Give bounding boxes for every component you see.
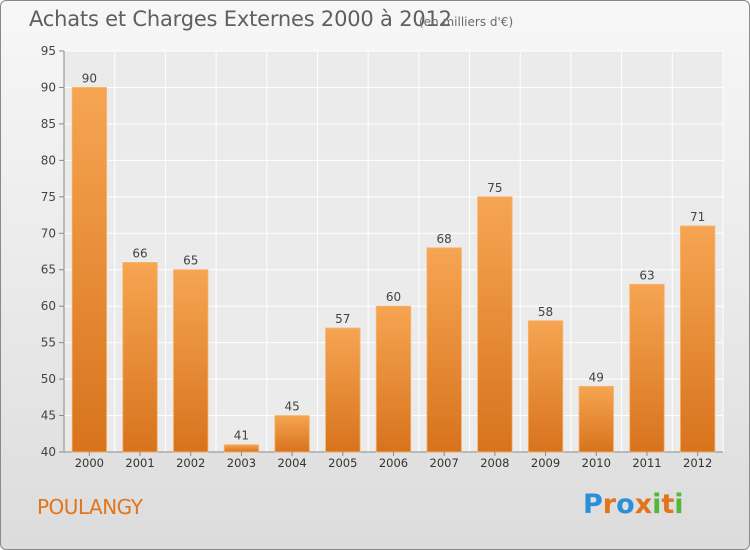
data-label: 63 <box>639 268 654 282</box>
bar <box>173 269 209 453</box>
x-tick-label: 2002 <box>176 456 205 470</box>
bar <box>578 385 614 453</box>
x-tick-label: 2007 <box>430 456 459 470</box>
bar <box>629 283 665 453</box>
data-label: 75 <box>487 181 502 195</box>
data-label: 66 <box>132 246 147 260</box>
chart-unit-label: (en milliers d'€) <box>419 15 514 29</box>
data-label: 58 <box>538 305 553 319</box>
data-label: 45 <box>284 400 299 414</box>
x-tick-label: 2010 <box>582 456 611 470</box>
bar <box>274 415 310 453</box>
x-tick-label: 2000 <box>75 456 104 470</box>
x-tick-label: 2012 <box>683 456 712 470</box>
logo-letter: o <box>616 489 635 520</box>
y-tick-label: 65 <box>41 263 56 277</box>
bar <box>122 262 158 453</box>
logo-letter: x <box>634 489 653 520</box>
data-label: 60 <box>386 290 401 304</box>
proxiti-logo: Proxiti <box>583 489 684 520</box>
bar <box>223 444 260 453</box>
data-label: 57 <box>335 312 350 326</box>
y-tick-label: 70 <box>41 226 56 240</box>
y-tick-label: 40 <box>41 445 56 459</box>
x-tick-label: 2001 <box>125 456 154 470</box>
x-tick-label: 2009 <box>531 456 560 470</box>
x-tick-label: 2011 <box>632 456 661 470</box>
data-label: 68 <box>437 232 452 246</box>
y-tick-label: 45 <box>41 409 56 423</box>
data-label: 41 <box>234 429 249 443</box>
x-tick-label: 2008 <box>480 456 509 470</box>
place-name: POULANGY <box>37 495 143 519</box>
bar <box>477 196 513 453</box>
y-tick-label: 95 <box>41 44 56 58</box>
data-label: 90 <box>82 71 97 85</box>
data-label: 49 <box>589 370 604 384</box>
bar <box>426 247 462 453</box>
x-tick-label: 2005 <box>328 456 357 470</box>
y-tick-label: 80 <box>41 153 56 167</box>
bar <box>527 320 564 453</box>
y-tick-label: 55 <box>41 336 56 350</box>
logo-letter: t <box>661 489 675 520</box>
x-tick-label: 2004 <box>277 456 306 470</box>
y-tick-label: 60 <box>41 299 56 313</box>
y-tick-label: 85 <box>41 117 56 131</box>
y-tick-label: 75 <box>41 190 56 204</box>
x-tick-label: 2006 <box>379 456 408 470</box>
logo-letter: i <box>674 489 684 520</box>
y-tick-label: 50 <box>41 372 56 386</box>
y-tick-label: 90 <box>41 80 56 94</box>
data-label: 71 <box>690 210 705 224</box>
x-tick-label: 2003 <box>227 456 256 470</box>
logo-letter: P <box>583 489 603 520</box>
bar <box>680 225 716 453</box>
logo-letter: i <box>652 489 662 520</box>
bar <box>375 305 412 453</box>
bar <box>71 87 107 453</box>
chart-title: Achats et Charges Externes 2000 à 2012 <box>29 7 452 31</box>
data-label: 65 <box>183 254 198 268</box>
logo-letter: r <box>602 489 617 520</box>
bar <box>325 327 361 453</box>
